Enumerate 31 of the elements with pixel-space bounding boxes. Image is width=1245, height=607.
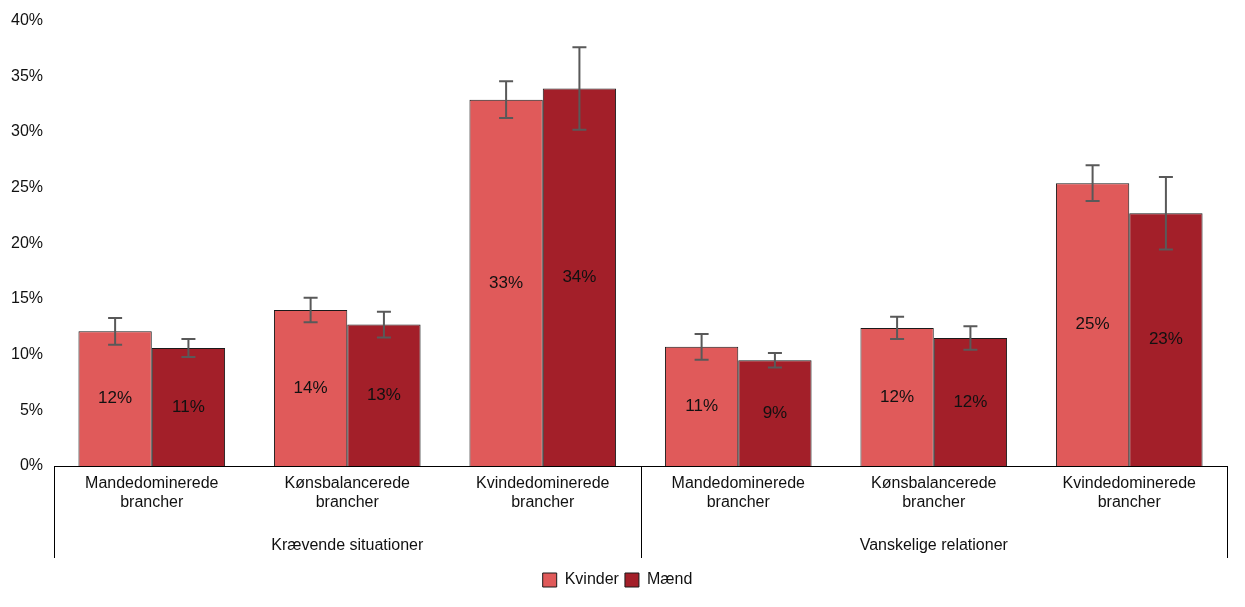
y-tick-label: 40% xyxy=(10,11,44,29)
y-tick-label: 35% xyxy=(10,66,44,84)
data-label: 34% xyxy=(562,266,597,286)
x-tick-label: Kønsbalancerede brancher xyxy=(284,474,411,511)
y-tick-label: 10% xyxy=(10,345,44,363)
text: Vanskelige relationer xyxy=(859,536,1009,554)
x-tick-label: Kønsbalancerede brancher xyxy=(871,474,997,511)
y-tick-label: 20% xyxy=(10,233,44,251)
data-label: 14% xyxy=(293,377,328,397)
data-label: 12% xyxy=(880,386,915,406)
data-label: 12% xyxy=(953,391,988,411)
data-label: 25% xyxy=(1075,314,1110,334)
legend-label: Mænd xyxy=(646,570,693,588)
x-tick-label: Kvindedominerede brancher xyxy=(1062,474,1197,511)
data-label: 13% xyxy=(366,384,401,404)
x-tick-label: Mandedominerede brancher xyxy=(671,474,806,511)
data-label: 33% xyxy=(489,272,524,292)
data-label: 23% xyxy=(1148,329,1183,349)
data-label: 12% xyxy=(98,388,133,408)
legend-label: Kvinder xyxy=(564,570,620,588)
y-tick-label: 25% xyxy=(10,178,44,196)
y-tick-label: 30% xyxy=(10,122,44,140)
y-tick-label: 0% xyxy=(19,456,44,474)
data-label: 9% xyxy=(762,402,788,422)
data-label: 11% xyxy=(172,396,205,416)
text: Krævende situationer xyxy=(271,536,424,554)
data-label: 11% xyxy=(685,396,718,416)
x-tick-label: Mandedominerede brancher xyxy=(85,474,219,511)
y-tick-label: 15% xyxy=(10,289,44,307)
x-tick-label: Kvindedominerede brancher xyxy=(476,474,610,511)
y-tick-label: 5% xyxy=(19,400,44,418)
